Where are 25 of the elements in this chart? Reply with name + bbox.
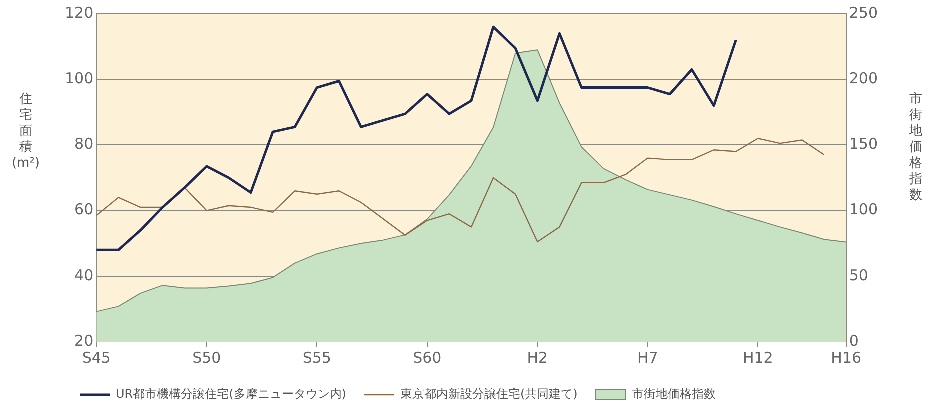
x-tick-label: S50 xyxy=(192,348,222,367)
x-tick-label: H16 xyxy=(831,348,862,367)
y2-tick-label: 150 xyxy=(849,135,878,154)
legend-label: UR都市機構分譲住宅(多摩ニュータウン内) xyxy=(116,387,346,402)
y-tick-label: 80 xyxy=(74,135,94,154)
y2-tick-label: 200 xyxy=(849,69,878,88)
legend-label: 東京都内新設分譲住宅(共同建て) xyxy=(400,387,578,402)
y-tick-label: 100 xyxy=(64,69,94,88)
y-tick-label: 40 xyxy=(74,266,94,284)
y2-axis-title: 市街地価格指数 xyxy=(908,92,924,204)
y-axis-title: 住宅面積(m²) xyxy=(10,92,42,172)
y-tick-label: 20 xyxy=(74,332,94,350)
x-tick-label: S45 xyxy=(82,348,111,367)
y2-tick-label: 50 xyxy=(849,266,868,284)
legend-label: 市街地価格指数 xyxy=(632,387,716,402)
x-tick-label: S55 xyxy=(302,348,332,367)
y2-tick-label: 100 xyxy=(849,200,878,219)
x-tick-label: H12 xyxy=(742,348,774,367)
y2-tick-label: 0 xyxy=(849,332,859,350)
y2-tick-label: 250 xyxy=(849,4,878,22)
x-tick-label: H2 xyxy=(527,348,548,367)
x-tick-label: S60 xyxy=(413,348,442,367)
x-tick-label: H7 xyxy=(637,348,658,367)
y-tick-label: 120 xyxy=(64,4,94,22)
y-tick-label: 60 xyxy=(74,200,94,219)
